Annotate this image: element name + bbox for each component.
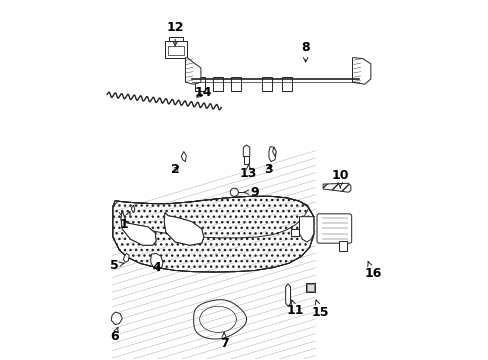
Text: 8: 8 <box>301 41 309 62</box>
Polygon shape <box>121 211 156 245</box>
Bar <box>168 46 184 55</box>
Polygon shape <box>244 156 248 164</box>
Polygon shape <box>299 217 313 242</box>
Text: 16: 16 <box>364 262 381 280</box>
Polygon shape <box>185 58 201 84</box>
Polygon shape <box>352 58 370 84</box>
Bar <box>338 241 346 251</box>
Circle shape <box>230 188 238 196</box>
Text: 14: 14 <box>195 86 212 99</box>
Polygon shape <box>121 211 156 245</box>
Text: 10: 10 <box>331 170 348 188</box>
Polygon shape <box>123 253 129 262</box>
Text: 9: 9 <box>244 186 259 199</box>
Polygon shape <box>150 253 163 270</box>
Polygon shape <box>113 196 313 272</box>
Polygon shape <box>243 145 249 159</box>
Bar <box>169 37 183 41</box>
Polygon shape <box>164 213 203 245</box>
Text: 2: 2 <box>170 163 179 176</box>
Polygon shape <box>164 213 203 245</box>
FancyBboxPatch shape <box>316 214 351 243</box>
Text: 3: 3 <box>264 163 273 176</box>
Text: 12: 12 <box>166 21 183 46</box>
Polygon shape <box>111 312 122 325</box>
Text: 6: 6 <box>110 327 118 343</box>
Text: 5: 5 <box>109 259 124 272</box>
Polygon shape <box>272 147 276 156</box>
Bar <box>194 77 204 91</box>
Polygon shape <box>181 152 186 162</box>
Bar <box>305 283 314 292</box>
Text: 7: 7 <box>219 333 228 350</box>
Polygon shape <box>164 213 203 245</box>
Bar <box>262 77 271 91</box>
Bar <box>231 77 241 91</box>
Polygon shape <box>121 211 156 245</box>
Text: 11: 11 <box>286 300 304 317</box>
Bar <box>282 77 292 91</box>
Polygon shape <box>285 284 290 306</box>
Text: 13: 13 <box>240 165 257 180</box>
Polygon shape <box>131 205 135 213</box>
Polygon shape <box>291 229 298 236</box>
Polygon shape <box>323 183 350 192</box>
Polygon shape <box>268 147 275 162</box>
Bar <box>164 41 187 58</box>
Text: 4: 4 <box>152 261 161 274</box>
Text: 1: 1 <box>120 212 130 231</box>
Text: 15: 15 <box>310 300 328 319</box>
Bar <box>306 284 313 291</box>
Bar <box>213 77 223 91</box>
